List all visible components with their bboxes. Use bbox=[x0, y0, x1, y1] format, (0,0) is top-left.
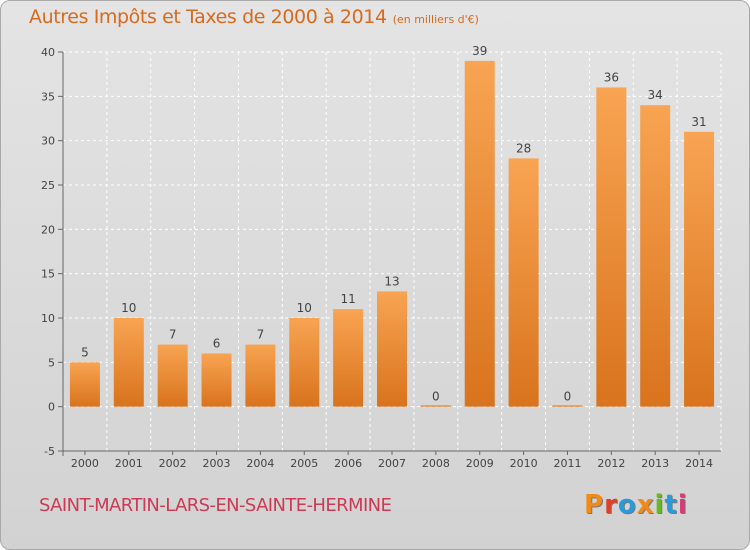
x-tick-label: 2008 bbox=[422, 457, 450, 470]
x-tick-label: 2012 bbox=[597, 457, 625, 470]
bars bbox=[69, 60, 715, 407]
x-tick-label: 2002 bbox=[159, 457, 187, 470]
x-tick-label: 2000 bbox=[71, 457, 99, 470]
x-tick-label: 2014 bbox=[685, 457, 713, 470]
data-label: 10 bbox=[121, 301, 136, 315]
data-label: 13 bbox=[384, 274, 399, 288]
y-tick-label: 20 bbox=[41, 223, 55, 236]
logo-letter: o bbox=[617, 490, 637, 520]
y-tick-label: 30 bbox=[41, 135, 55, 148]
data-label: 7 bbox=[169, 328, 177, 342]
data-label: 6 bbox=[213, 336, 221, 350]
bar-2014 bbox=[684, 131, 715, 407]
x-tick-label: 2011 bbox=[553, 457, 581, 470]
logo-letter: x bbox=[636, 490, 655, 520]
y-tick-label: 15 bbox=[41, 268, 55, 281]
chart-unit: (en milliers d'€) bbox=[392, 13, 479, 26]
data-label: 0 bbox=[432, 390, 440, 404]
bar-2003 bbox=[201, 353, 232, 407]
commune-name: SAINT-MARTIN-LARS-EN-SAINTE-HERMINE bbox=[39, 495, 392, 516]
y-tick-label: 0 bbox=[48, 401, 55, 414]
x-tick-label: 2010 bbox=[510, 457, 538, 470]
bar-2011 bbox=[552, 405, 583, 407]
bar-2013 bbox=[640, 105, 671, 407]
logo-letter: r bbox=[604, 490, 618, 520]
bar-2008 bbox=[420, 405, 451, 407]
logo-letter: P bbox=[584, 490, 605, 520]
data-label: 36 bbox=[604, 70, 619, 84]
x-tick-label: 2013 bbox=[641, 457, 669, 470]
y-tick-label: 5 bbox=[48, 356, 55, 369]
chart-title-text: Autres Impôts et Taxes de 2000 à 2014 bbox=[29, 6, 387, 28]
bar-2009 bbox=[464, 60, 495, 407]
x-tick-label: 2003 bbox=[203, 457, 231, 470]
logo-letter: i bbox=[677, 490, 688, 520]
y-tick-label: 10 bbox=[41, 312, 55, 325]
logo-letter: i bbox=[654, 490, 665, 520]
bar-2004 bbox=[245, 344, 276, 407]
x-tick-label: 2004 bbox=[246, 457, 274, 470]
bar-2007 bbox=[377, 291, 407, 407]
bar-2001 bbox=[113, 318, 144, 407]
logo-letter: t bbox=[664, 490, 678, 520]
data-label: 5 bbox=[81, 345, 89, 359]
bar-2005 bbox=[289, 318, 320, 407]
x-tick-label: 2001 bbox=[115, 457, 143, 470]
labels: -5 0 5 10 15 20 25 30 35 40 5 2000 10 2001 7 2002 6 2003 7… bbox=[41, 44, 713, 470]
data-label: 39 bbox=[472, 44, 487, 58]
y-tick-label: -5 bbox=[44, 445, 55, 458]
y-tick-label: 35 bbox=[41, 90, 55, 103]
chart-title: Autres Impôts et Taxes de 2000 à 2014 (en… bbox=[29, 6, 479, 28]
axes bbox=[58, 51, 721, 456]
data-label: 31 bbox=[691, 115, 706, 129]
data-label: 11 bbox=[340, 292, 355, 306]
data-label: 34 bbox=[648, 88, 663, 102]
x-tick-label: 2007 bbox=[378, 457, 406, 470]
bar-2000 bbox=[69, 362, 100, 407]
bar-2002 bbox=[157, 344, 188, 407]
proxiti-logo[interactable]: Proxiti bbox=[584, 490, 688, 520]
y-tick-label: 25 bbox=[41, 179, 55, 192]
data-label: 10 bbox=[297, 301, 312, 315]
data-label: 0 bbox=[564, 390, 572, 404]
x-tick-label: 2009 bbox=[466, 457, 494, 470]
x-tick-label: 2006 bbox=[334, 457, 362, 470]
data-label: 28 bbox=[516, 141, 531, 155]
bar-2012 bbox=[596, 87, 627, 407]
bar-2006 bbox=[333, 309, 364, 407]
x-tick-label: 2005 bbox=[290, 457, 318, 470]
bar-2010 bbox=[508, 158, 539, 407]
y-tick-label: 40 bbox=[41, 46, 55, 59]
data-label: 7 bbox=[257, 328, 265, 342]
